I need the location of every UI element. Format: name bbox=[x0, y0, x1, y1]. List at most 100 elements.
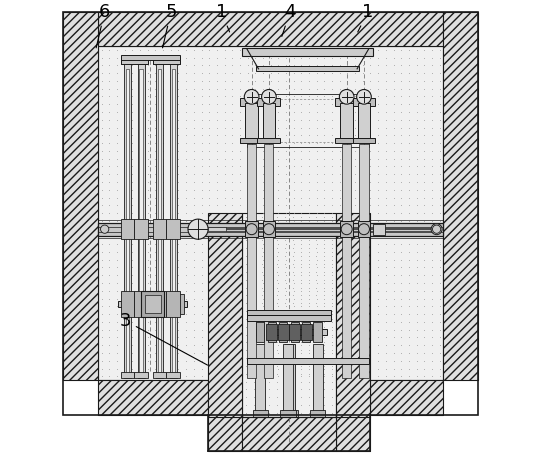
Point bbox=[328, 46, 336, 54]
Point bbox=[351, 373, 360, 380]
Point bbox=[259, 334, 267, 341]
Point bbox=[282, 132, 291, 139]
Point bbox=[113, 365, 121, 372]
Point bbox=[320, 311, 329, 318]
Point bbox=[397, 264, 405, 271]
Point bbox=[405, 295, 413, 302]
Point bbox=[374, 155, 383, 162]
Point bbox=[305, 178, 313, 185]
Point bbox=[220, 233, 229, 240]
Point bbox=[259, 279, 267, 287]
Point bbox=[182, 365, 190, 372]
Point bbox=[182, 54, 190, 61]
Point bbox=[412, 62, 421, 69]
Point bbox=[328, 349, 336, 357]
Point bbox=[358, 93, 367, 100]
Bar bbox=[134, 219, 148, 239]
Point bbox=[197, 209, 206, 217]
Point bbox=[273, 276, 281, 284]
Point bbox=[328, 307, 336, 315]
Point bbox=[389, 279, 398, 287]
Point bbox=[274, 334, 282, 341]
Point bbox=[159, 54, 168, 61]
Point bbox=[366, 326, 375, 333]
Point bbox=[358, 124, 367, 131]
Point bbox=[382, 70, 390, 77]
Point bbox=[228, 240, 237, 248]
Point bbox=[241, 229, 250, 236]
Point bbox=[405, 93, 413, 100]
Point bbox=[228, 357, 237, 365]
Point bbox=[251, 248, 260, 256]
Point bbox=[105, 46, 114, 54]
Point bbox=[167, 334, 175, 341]
Bar bbox=[336, 213, 370, 451]
Point bbox=[243, 326, 252, 333]
Point bbox=[312, 221, 321, 229]
Point bbox=[120, 147, 129, 154]
Point bbox=[212, 163, 221, 170]
Point bbox=[436, 287, 444, 294]
Point bbox=[288, 260, 297, 267]
Point bbox=[250, 237, 258, 244]
Point bbox=[320, 362, 328, 370]
Point bbox=[304, 260, 313, 267]
Point bbox=[320, 349, 329, 357]
Point bbox=[328, 62, 336, 69]
Point bbox=[313, 194, 321, 201]
Point bbox=[358, 240, 367, 248]
Point bbox=[320, 248, 329, 256]
Point bbox=[320, 303, 329, 310]
Point bbox=[412, 373, 421, 380]
Point bbox=[136, 124, 144, 131]
Point bbox=[328, 268, 336, 276]
Point bbox=[328, 256, 336, 263]
Point bbox=[105, 326, 114, 333]
Point bbox=[98, 77, 106, 85]
Bar bbox=[153, 219, 167, 239]
Point bbox=[297, 186, 306, 193]
Point bbox=[197, 256, 206, 263]
Point bbox=[98, 349, 106, 357]
Point bbox=[389, 295, 398, 302]
Point bbox=[282, 248, 291, 256]
Point bbox=[274, 248, 282, 256]
Point bbox=[259, 101, 267, 108]
Point bbox=[343, 109, 352, 116]
Point bbox=[382, 272, 390, 279]
Point bbox=[241, 378, 250, 385]
Point bbox=[128, 124, 137, 131]
Point bbox=[250, 245, 258, 252]
Point bbox=[351, 109, 360, 116]
Point bbox=[412, 93, 421, 100]
Point bbox=[251, 264, 260, 271]
Point bbox=[159, 116, 168, 124]
Point bbox=[412, 109, 421, 116]
Point bbox=[257, 284, 266, 291]
Point bbox=[243, 318, 252, 326]
Point bbox=[328, 209, 336, 217]
Point bbox=[236, 318, 244, 326]
Point bbox=[250, 331, 258, 338]
Point bbox=[389, 202, 398, 209]
Point bbox=[136, 202, 144, 209]
Point bbox=[265, 378, 274, 385]
Point bbox=[281, 221, 289, 229]
Point bbox=[335, 186, 344, 193]
Point bbox=[436, 334, 444, 341]
Point bbox=[212, 272, 221, 279]
Point bbox=[282, 279, 291, 287]
Point bbox=[436, 194, 444, 201]
Point bbox=[167, 233, 175, 240]
Point bbox=[136, 186, 144, 193]
Point bbox=[289, 202, 298, 209]
Point bbox=[382, 77, 390, 85]
Point bbox=[251, 326, 260, 333]
Point bbox=[128, 349, 137, 357]
Point bbox=[382, 194, 390, 201]
Point bbox=[405, 139, 413, 147]
Point bbox=[243, 334, 252, 341]
Point bbox=[305, 139, 313, 147]
Point bbox=[120, 62, 129, 69]
Point bbox=[281, 331, 289, 338]
